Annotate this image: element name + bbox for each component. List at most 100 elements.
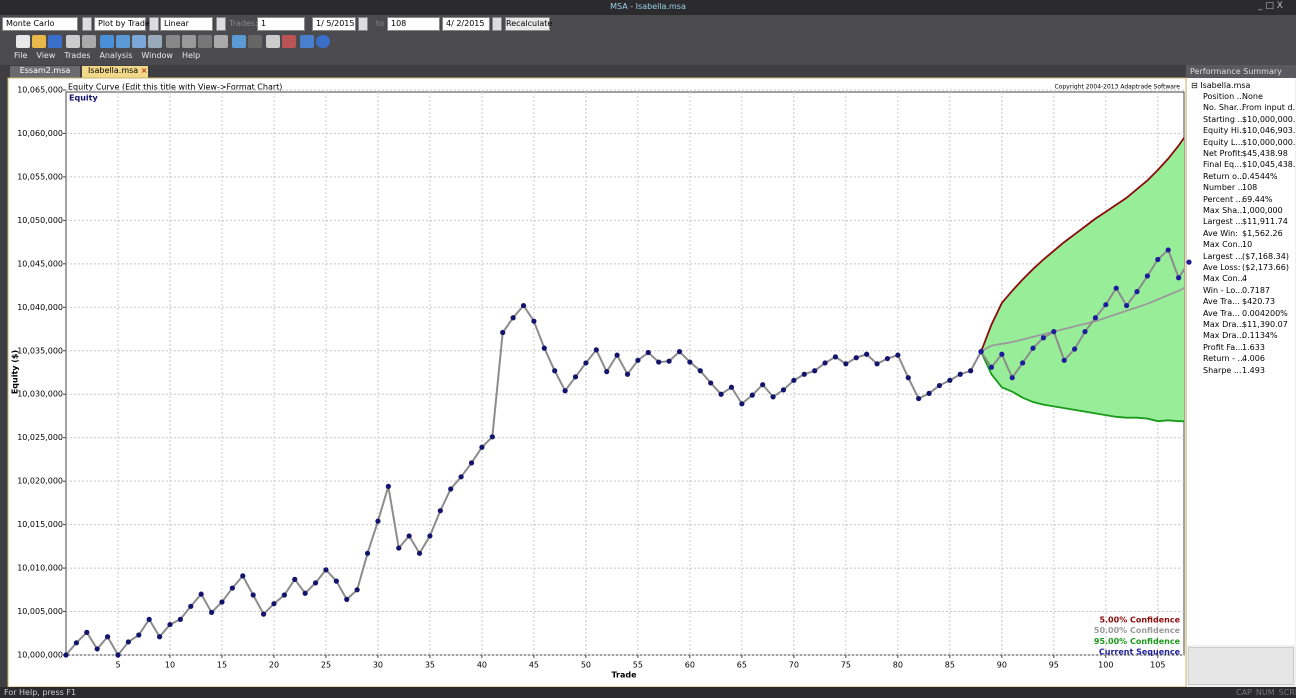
data-point — [832, 354, 839, 360]
dropdown[interactable] — [149, 17, 159, 31]
data-point — [1165, 247, 1171, 253]
status-help: For Help, press F1 — [4, 688, 77, 697]
data-point — [895, 352, 901, 358]
summary-value: ($2,173.66) — [1242, 263, 1289, 272]
menu-item[interactable]: Help — [181, 51, 201, 60]
data-point — [635, 357, 641, 363]
menu-item[interactable]: Window — [141, 51, 173, 60]
x-tick-label: 25 — [321, 661, 331, 670]
tool-icon[interactable] — [48, 35, 62, 48]
summary-label: Max Con... — [1203, 240, 1246, 250]
data-point — [666, 358, 672, 364]
summary-label: Ave Win: — [1203, 228, 1238, 238]
data-point — [1103, 302, 1109, 308]
data-point — [562, 388, 568, 394]
data-point — [458, 474, 464, 480]
tool-icon[interactable] — [198, 35, 212, 48]
data-point — [1082, 329, 1088, 335]
tool-icon[interactable] — [116, 35, 130, 48]
menu-item[interactable]: Analysis — [99, 51, 133, 60]
date-to[interactable]: 4/ 2/2015 — [442, 17, 490, 31]
recalculate-button[interactable]: Recalculate — [505, 17, 552, 31]
data-point — [208, 609, 215, 616]
menu-item[interactable]: Trades — [64, 51, 91, 60]
summary-label: Position ... — [1203, 92, 1245, 101]
series-line — [980, 136, 1184, 352]
dropdown[interactable] — [82, 17, 92, 31]
dropdown[interactable] — [492, 17, 502, 31]
legend-entry: Current Sequence — [1099, 648, 1181, 657]
trades-from[interactable]: 1 — [257, 17, 305, 31]
x-tick-label: 65 — [737, 661, 747, 670]
tool-icon[interactable] — [300, 35, 314, 48]
y-tick-label: 10,030,000 — [17, 390, 63, 399]
data-point — [718, 391, 724, 397]
data-point — [708, 380, 714, 386]
tab[interactable]: Essam2.msa — [10, 66, 80, 78]
x-tick-label: 95 — [1049, 661, 1059, 670]
data-point — [520, 302, 527, 309]
data-point — [1134, 289, 1140, 295]
trades-to[interactable]: 108 — [387, 17, 440, 31]
tab-active[interactable]: Isabella.msa × — [82, 66, 148, 78]
tool-icon[interactable] — [166, 35, 180, 48]
data-point — [687, 359, 693, 365]
menu-item[interactable]: View — [36, 51, 56, 60]
data-point — [926, 390, 932, 396]
tool-icon[interactable] — [182, 35, 196, 48]
summary-label: Max Dra... — [1203, 331, 1245, 341]
y-tick-label: 10,040,000 — [17, 303, 63, 312]
summary-value: None — [1242, 92, 1263, 101]
tool-icon[interactable] — [316, 35, 330, 48]
tool-icon[interactable] — [214, 35, 228, 48]
data-point — [468, 460, 475, 466]
data-point — [853, 355, 859, 361]
tool-icon[interactable] — [66, 35, 80, 48]
tool-icon[interactable] — [32, 35, 46, 48]
summary-label: Number ... — [1203, 183, 1246, 193]
tool-icon[interactable] — [282, 35, 296, 48]
tool-icon[interactable] — [148, 35, 162, 48]
data-point — [812, 368, 818, 374]
tool-icon[interactable] — [100, 35, 114, 48]
y-tick-label: 10,055,000 — [17, 172, 63, 181]
to-label: to — [376, 19, 385, 28]
data-point — [188, 603, 194, 609]
date-from[interactable]: 1/ 5/2015 — [312, 17, 356, 31]
data-point — [292, 576, 298, 582]
data-point — [676, 349, 683, 355]
menu-item[interactable]: File — [14, 51, 28, 60]
tool-icon[interactable] — [266, 35, 280, 48]
scale-combo[interactable]: Linear — [160, 17, 213, 31]
data-point — [645, 349, 651, 356]
dropdown[interactable] — [358, 17, 368, 31]
dropdown[interactable] — [216, 17, 226, 31]
x-tick-label: 5 — [115, 661, 120, 670]
y-tick-label: 10,060,000 — [17, 129, 63, 138]
mode-combo[interactable]: Monte Carlo — [2, 17, 78, 31]
y-tick-label: 10,015,000 — [17, 520, 63, 529]
tool-icon[interactable] — [82, 35, 96, 48]
summary-value: 0.1134% — [1242, 331, 1278, 341]
data-point — [167, 621, 173, 628]
tool-icon[interactable] — [132, 35, 146, 48]
summary-value: $420.73 — [1242, 297, 1276, 307]
summary-value: 1,000,000 — [1242, 206, 1283, 215]
tool-icon[interactable] — [248, 35, 262, 48]
data-point — [73, 640, 79, 646]
tool-icon[interactable] — [16, 35, 30, 48]
data-point — [1144, 273, 1151, 279]
data-point — [125, 639, 131, 645]
window-controls[interactable]: _ □ X — [1258, 1, 1283, 11]
data-point — [760, 382, 766, 388]
x-tick-label: 85 — [945, 661, 955, 670]
data-point — [136, 632, 142, 638]
summary-value: $10,000,000... — [1242, 114, 1296, 124]
plot-combo[interactable]: Plot by Trade — [94, 17, 150, 31]
data-point — [396, 545, 402, 551]
tree-root[interactable]: ⊟ Isabella.msa — [1191, 81, 1251, 90]
tool-icon[interactable] — [232, 35, 246, 48]
x-tick-label: 10 — [165, 661, 175, 670]
y-tick-label: 10,045,000 — [17, 259, 63, 268]
summary-value: $11,390.07 — [1242, 320, 1288, 329]
